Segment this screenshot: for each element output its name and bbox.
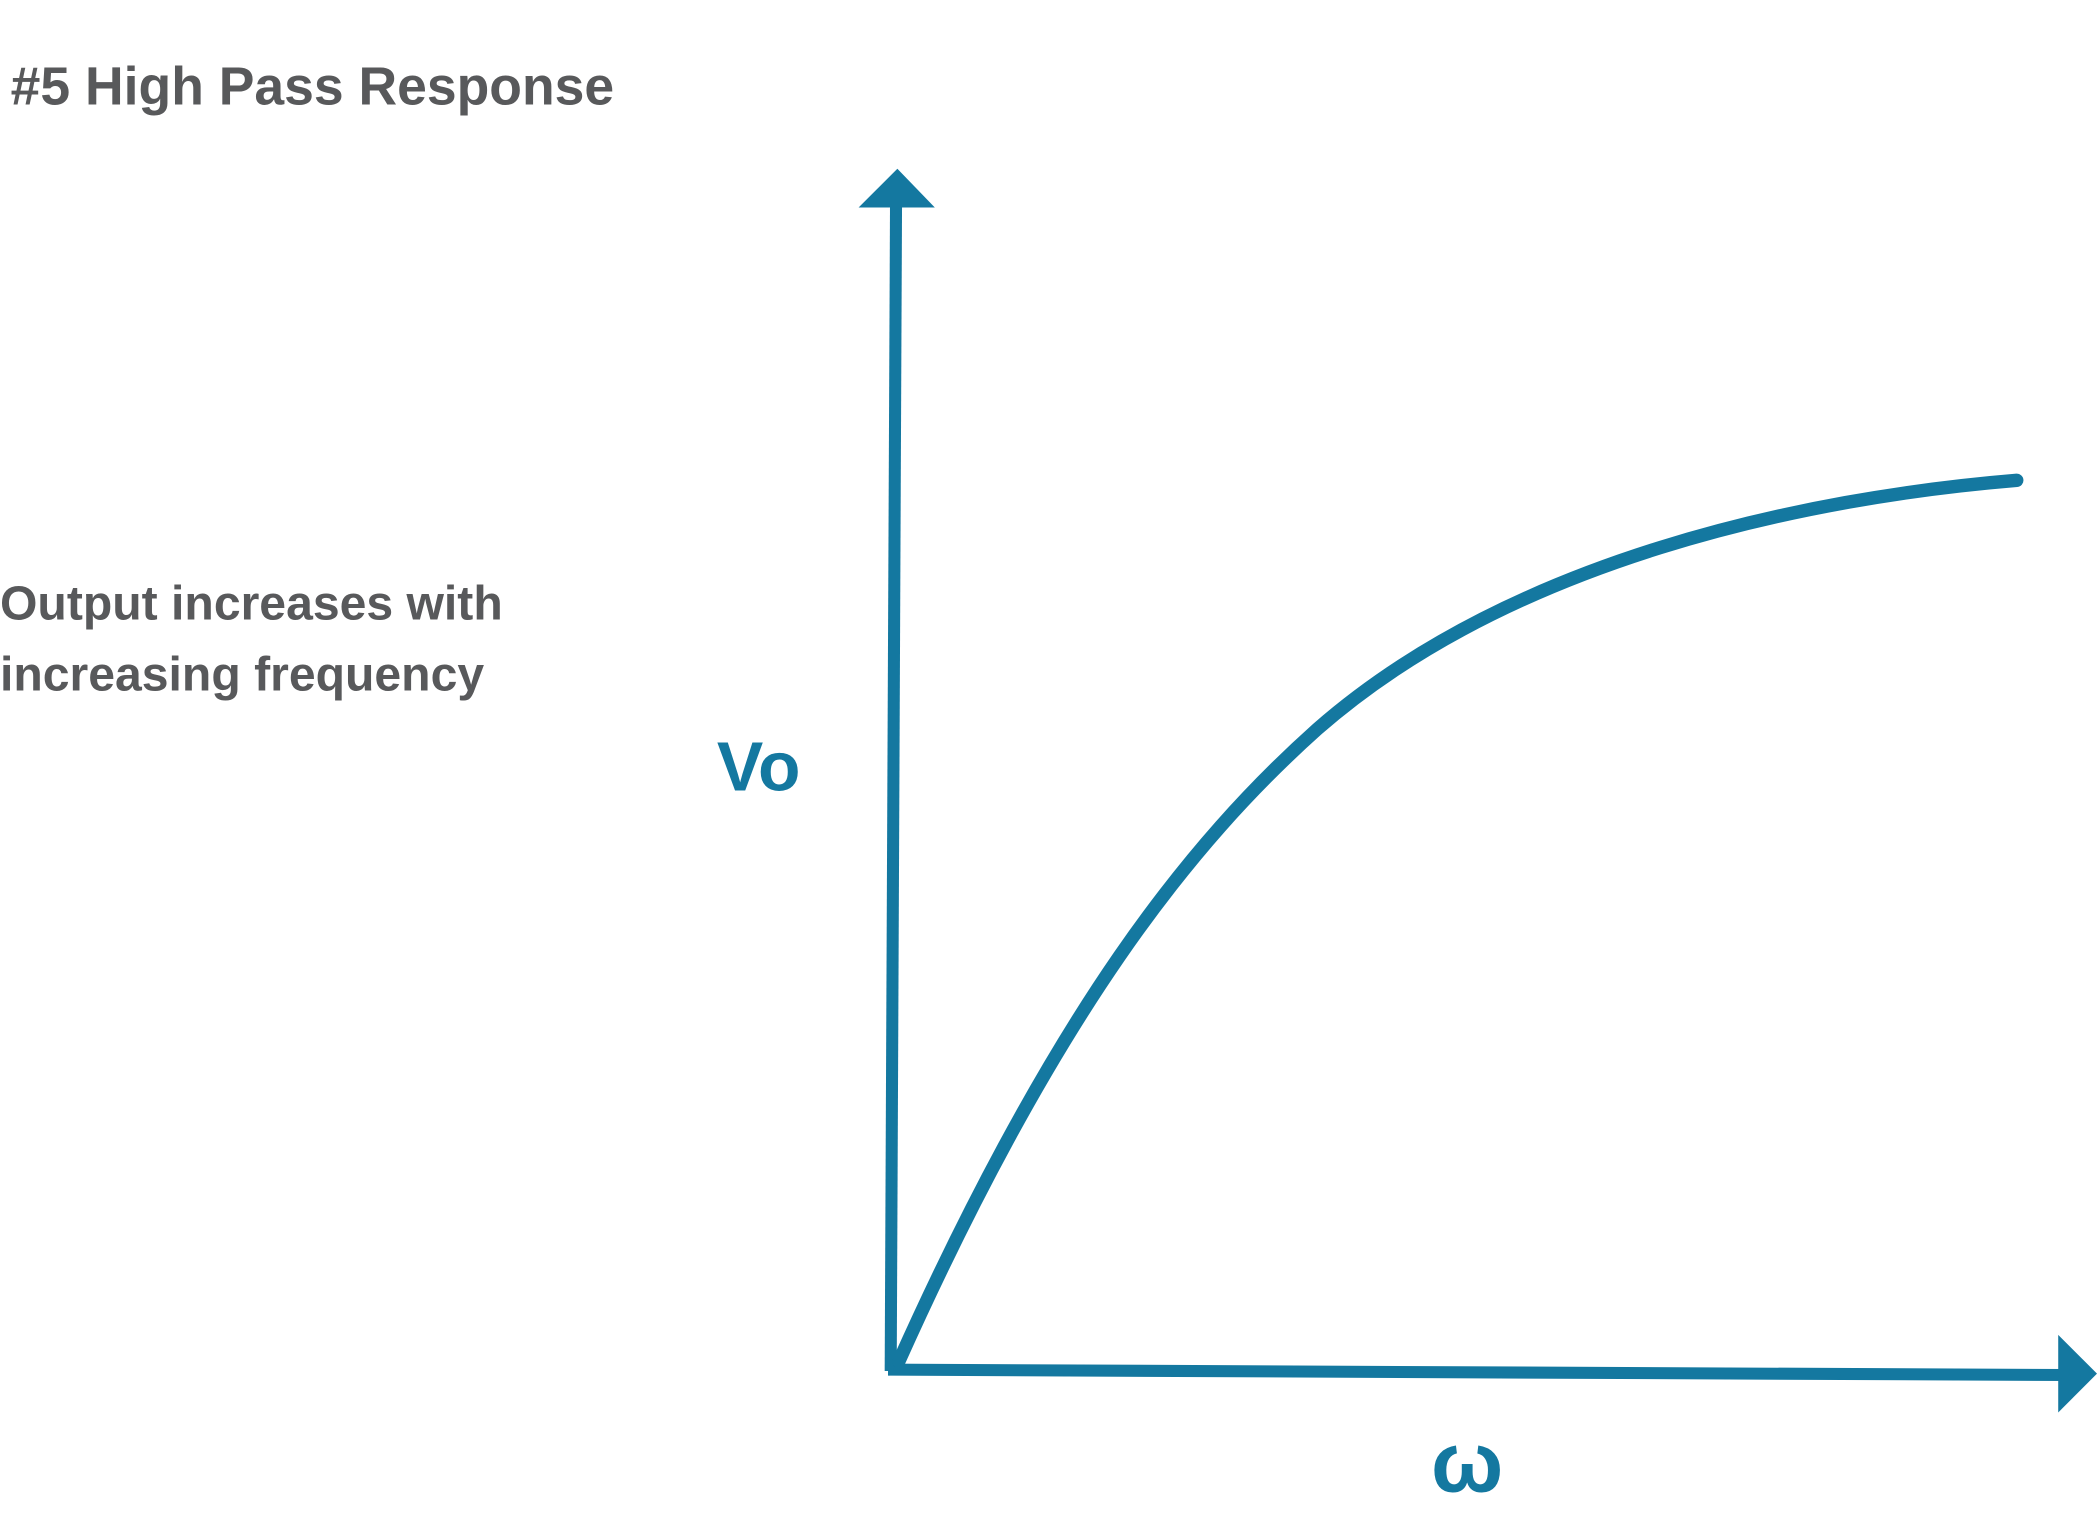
y-axis (884, 200, 903, 1372)
response-curve (892, 473, 2024, 1369)
x-axis-label: ω (1431, 1415, 1503, 1510)
y-axis-arrowhead (858, 168, 935, 208)
x-axis (887, 1363, 2067, 1382)
annotation-line-1: Output increases with (0, 576, 503, 630)
x-axis-arrowhead (2058, 1334, 2097, 1413)
annotation-line-2: increasing frequency (0, 647, 484, 701)
diagram-title: #5 High Pass Response (11, 58, 614, 117)
y-axis-label: Vo (717, 728, 801, 806)
